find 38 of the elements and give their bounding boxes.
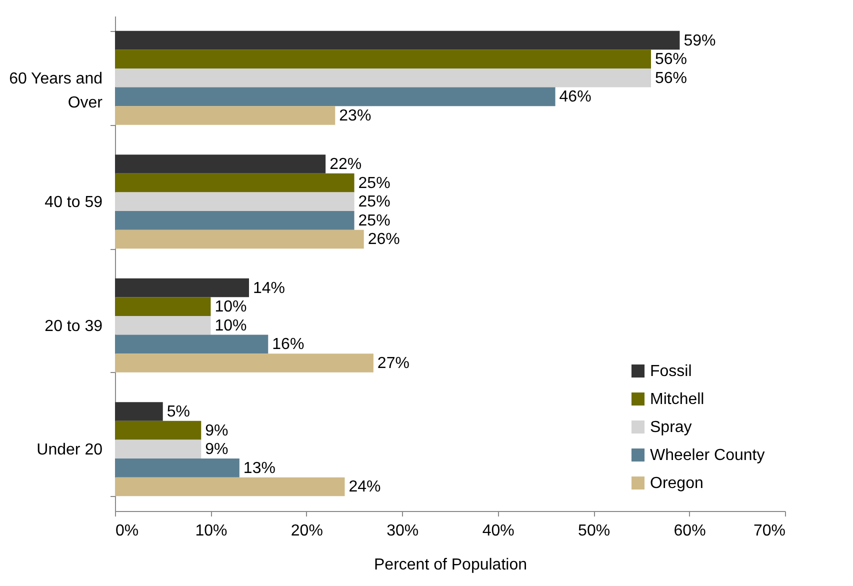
x-tick-label: 20%	[290, 522, 323, 540]
data-label: 10%	[214, 317, 247, 334]
y-tick-label: 20 to 39	[44, 318, 103, 335]
y-tick-label: Under 20	[36, 442, 103, 459]
legend-label: Mitchell	[650, 391, 704, 408]
x-tick-label: 30%	[386, 522, 419, 540]
x-tick-label: 70%	[753, 522, 786, 540]
data-label: 10%	[214, 298, 247, 316]
data-label: 25%	[358, 194, 390, 211]
x-tick-label: 10%	[195, 522, 228, 540]
data-label: 25%	[358, 174, 390, 192]
data-label: 14%	[253, 280, 286, 297]
x-tick-label: 50%	[578, 522, 610, 540]
data-label: 22%	[330, 156, 362, 174]
data-label: 56%	[655, 70, 688, 87]
data-label: 13%	[243, 460, 276, 477]
data-label: 27%	[377, 354, 410, 372]
x-tick-label: 60%	[674, 522, 706, 540]
legend-label: Fossil	[650, 363, 692, 380]
x-tick-label: 40%	[482, 522, 514, 540]
x-axis-title: Percent of Population	[374, 556, 527, 574]
data-label: 5%	[166, 404, 190, 421]
data-label: 23%	[339, 107, 372, 124]
data-label: 24%	[348, 478, 381, 496]
data-label: 26%	[368, 231, 400, 248]
data-label: 59%	[684, 32, 716, 50]
data-label: 9%	[205, 441, 228, 458]
y-tick-label: 60 Years and Over	[9, 70, 104, 112]
legend-label: Wheeler County	[650, 447, 765, 464]
legend-label: Oregon	[650, 475, 704, 492]
legend-label: Spray	[650, 419, 692, 436]
y-tick-label: 40 to 59	[44, 194, 103, 212]
data-label: 9%	[205, 422, 228, 440]
data-label: 46%	[559, 88, 592, 106]
data-label: 56%	[655, 51, 688, 68]
x-tick-label: 0%	[116, 522, 139, 540]
data-label: 16%	[272, 336, 304, 354]
data-label: 25%	[358, 212, 390, 230]
